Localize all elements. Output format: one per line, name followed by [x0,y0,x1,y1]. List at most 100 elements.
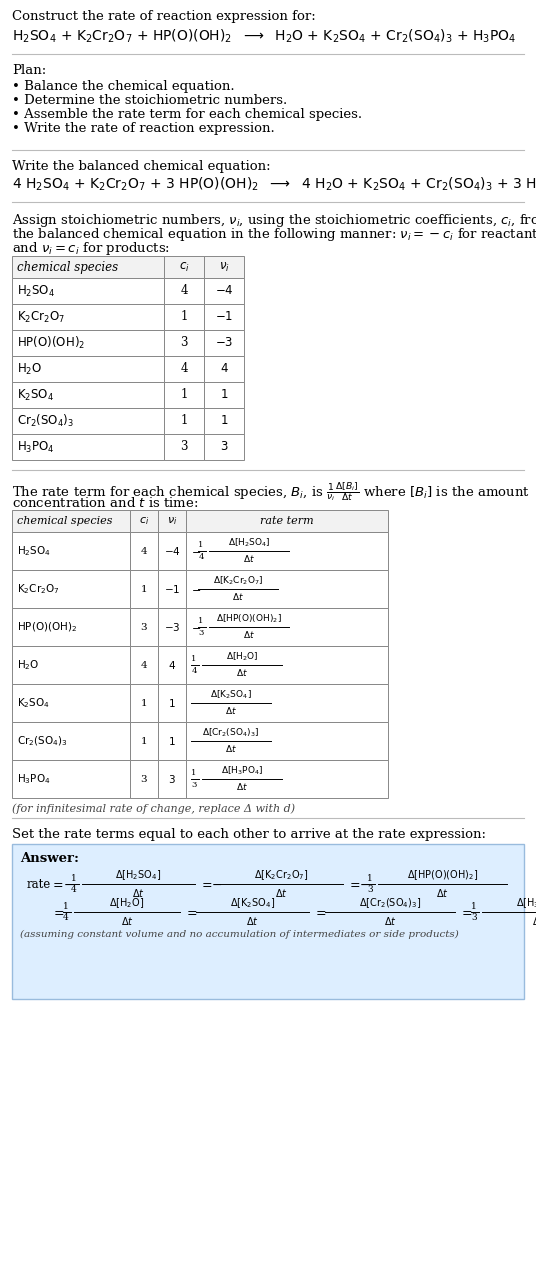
Bar [164,256,204,278]
Text: $=$: $=$ [313,905,326,918]
Text: $\mathregular{H_2SO_4}$: $\mathregular{H_2SO_4}$ [17,283,55,299]
Text: 3: 3 [191,781,197,788]
Text: $\mathregular{HP(O)(OH)_2}$: $\mathregular{HP(O)(OH)_2}$ [17,335,85,351]
Bar [130,760,158,797]
Text: $\Delta[\mathregular{K_2SO_4}]$: $\Delta[\mathregular{K_2SO_4}]$ [210,688,252,701]
Bar [164,435,204,460]
Text: $\nu_i$: $\nu_i$ [167,515,177,527]
Bar [158,760,186,797]
Text: $c_i$: $c_i$ [178,260,189,273]
Bar [186,646,388,685]
Text: $\mathregular{H_2O}$: $\mathregular{H_2O}$ [17,658,40,672]
Bar [130,608,158,646]
Bar [12,256,164,278]
Text: $\Delta t$: $\Delta t$ [232,591,244,603]
Bar [130,685,158,722]
Text: $\Delta[\mathregular{K_2Cr_2O_7}]$: $\Delta[\mathregular{K_2Cr_2O_7}]$ [213,574,263,587]
Bar [204,278,244,304]
Bar [130,722,158,760]
Text: Write the balanced chemical equation:: Write the balanced chemical equation: [12,160,271,173]
Text: $\Delta[\mathregular{H_3PO_4}]$: $\Delta[\mathregular{H_3PO_4}]$ [516,896,536,910]
Bar [12,685,130,722]
Text: $\mathregular{H_2O}$: $\mathregular{H_2O}$ [17,362,42,377]
Text: $1$: $1$ [168,735,176,747]
Text: $\Delta[\mathregular{H_2SO_4}]$: $\Delta[\mathregular{H_2SO_4}]$ [228,537,270,549]
Text: $\nu_i$: $\nu_i$ [219,260,229,273]
Text: 1: 1 [140,585,147,594]
Text: $\Delta t$: $\Delta t$ [384,915,397,927]
Bar [12,570,130,608]
Text: $\Delta[\mathregular{H_2SO_4}]$: $\Delta[\mathregular{H_2SO_4}]$ [115,868,162,882]
Text: $\mathregular{H_3PO_4}$: $\mathregular{H_3PO_4}$ [17,440,55,455]
Bar [12,278,164,304]
Bar [164,329,204,356]
Text: the balanced chemical equation in the following manner: $\nu_i = -c_i$ for react: the balanced chemical equation in the fo… [12,226,536,244]
Bar [12,510,130,532]
Text: 4: 4 [140,660,147,669]
Bar [186,532,388,570]
Bar [164,382,204,408]
Text: $\Delta[\mathregular{Cr_2(SO_4)_3}]$: $\Delta[\mathregular{Cr_2(SO_4)_3}]$ [203,727,259,740]
Text: $\Delta[\mathregular{HP(O)(OH)_2}]$: $\Delta[\mathregular{HP(O)(OH)_2}]$ [216,613,282,626]
Text: 1: 1 [180,310,188,323]
Text: 4: 4 [71,885,77,894]
Text: $\Delta t$: $\Delta t$ [246,915,259,927]
Text: $1$: $1$ [220,388,228,401]
Text: $\Delta[\mathregular{H_2O}]$: $\Delta[\mathregular{H_2O}]$ [226,651,258,663]
Text: 1: 1 [71,874,77,883]
Text: 1: 1 [140,736,147,746]
Text: $1$: $1$ [220,414,228,427]
Bar [12,646,130,685]
Text: $\Delta t$: $\Delta t$ [236,668,248,678]
Text: $\Delta t$: $\Delta t$ [132,887,145,899]
FancyBboxPatch shape [12,844,524,999]
Text: 4: 4 [63,913,69,922]
Bar [12,532,130,570]
Text: and $\nu_i = c_i$ for products:: and $\nu_i = c_i$ for products: [12,240,170,256]
Text: $\mathregular{Cr_2(SO_4)_3}$: $\mathregular{Cr_2(SO_4)_3}$ [17,735,68,747]
Text: 1: 1 [63,903,69,912]
Text: $\mathregular{K_2Cr_2O_7}$: $\mathregular{K_2Cr_2O_7}$ [17,309,65,324]
Bar [204,435,244,460]
Text: $\Delta t$: $\Delta t$ [243,554,255,564]
Bar [158,510,186,532]
Text: $\Delta t$: $\Delta t$ [225,705,237,717]
Text: $\mathregular{4\ H_2SO_4}$ + $\mathregular{K_2Cr_2O_7}$ + $\mathregular{3\ HP(O): $\mathregular{4\ H_2SO_4}$ + $\mathregul… [12,176,536,194]
Text: $\Delta[\mathregular{HP(O)(OH)_2}]$: $\Delta[\mathregular{HP(O)(OH)_2}]$ [407,868,478,882]
Text: 3: 3 [180,336,188,350]
Text: 4: 4 [180,285,188,297]
Text: $-3$: $-3$ [164,620,180,633]
Bar [158,570,186,608]
Text: $-3$: $-3$ [215,336,233,350]
Text: chemical species: chemical species [17,515,113,526]
Text: Answer:: Answer: [20,853,79,865]
Text: Plan:: Plan: [12,64,46,77]
Bar [130,570,158,608]
Text: $-$: $-$ [191,546,201,556]
Text: $=$: $=$ [51,905,65,918]
Text: $-$: $-$ [359,877,370,891]
Bar [164,278,204,304]
Bar [204,408,244,435]
Text: $\Delta[\mathregular{H_2O}]$: $\Delta[\mathregular{H_2O}]$ [109,896,145,910]
Bar [158,646,186,685]
Bar [130,646,158,685]
Bar [204,356,244,382]
Bar [186,510,388,532]
Text: $-1$: $-1$ [164,583,180,595]
Bar [204,304,244,329]
Text: 3: 3 [471,913,477,922]
Text: 3: 3 [140,623,147,632]
Text: $\Delta t$: $\Delta t$ [532,915,536,927]
Text: chemical species: chemical species [17,260,118,273]
Text: 3: 3 [140,774,147,783]
Text: 1: 1 [180,388,188,401]
Text: $\Delta[\mathregular{H_3PO_4}]$: $\Delta[\mathregular{H_3PO_4}]$ [221,765,263,777]
Text: 1: 1 [191,655,197,663]
Text: $-1$: $-1$ [215,310,233,323]
Text: $=$: $=$ [199,877,213,891]
Text: $-$: $-$ [211,877,222,891]
Bar [12,329,164,356]
Text: • Write the rate of reaction expression.: • Write the rate of reaction expression. [12,122,275,135]
Text: $=$: $=$ [459,905,473,918]
